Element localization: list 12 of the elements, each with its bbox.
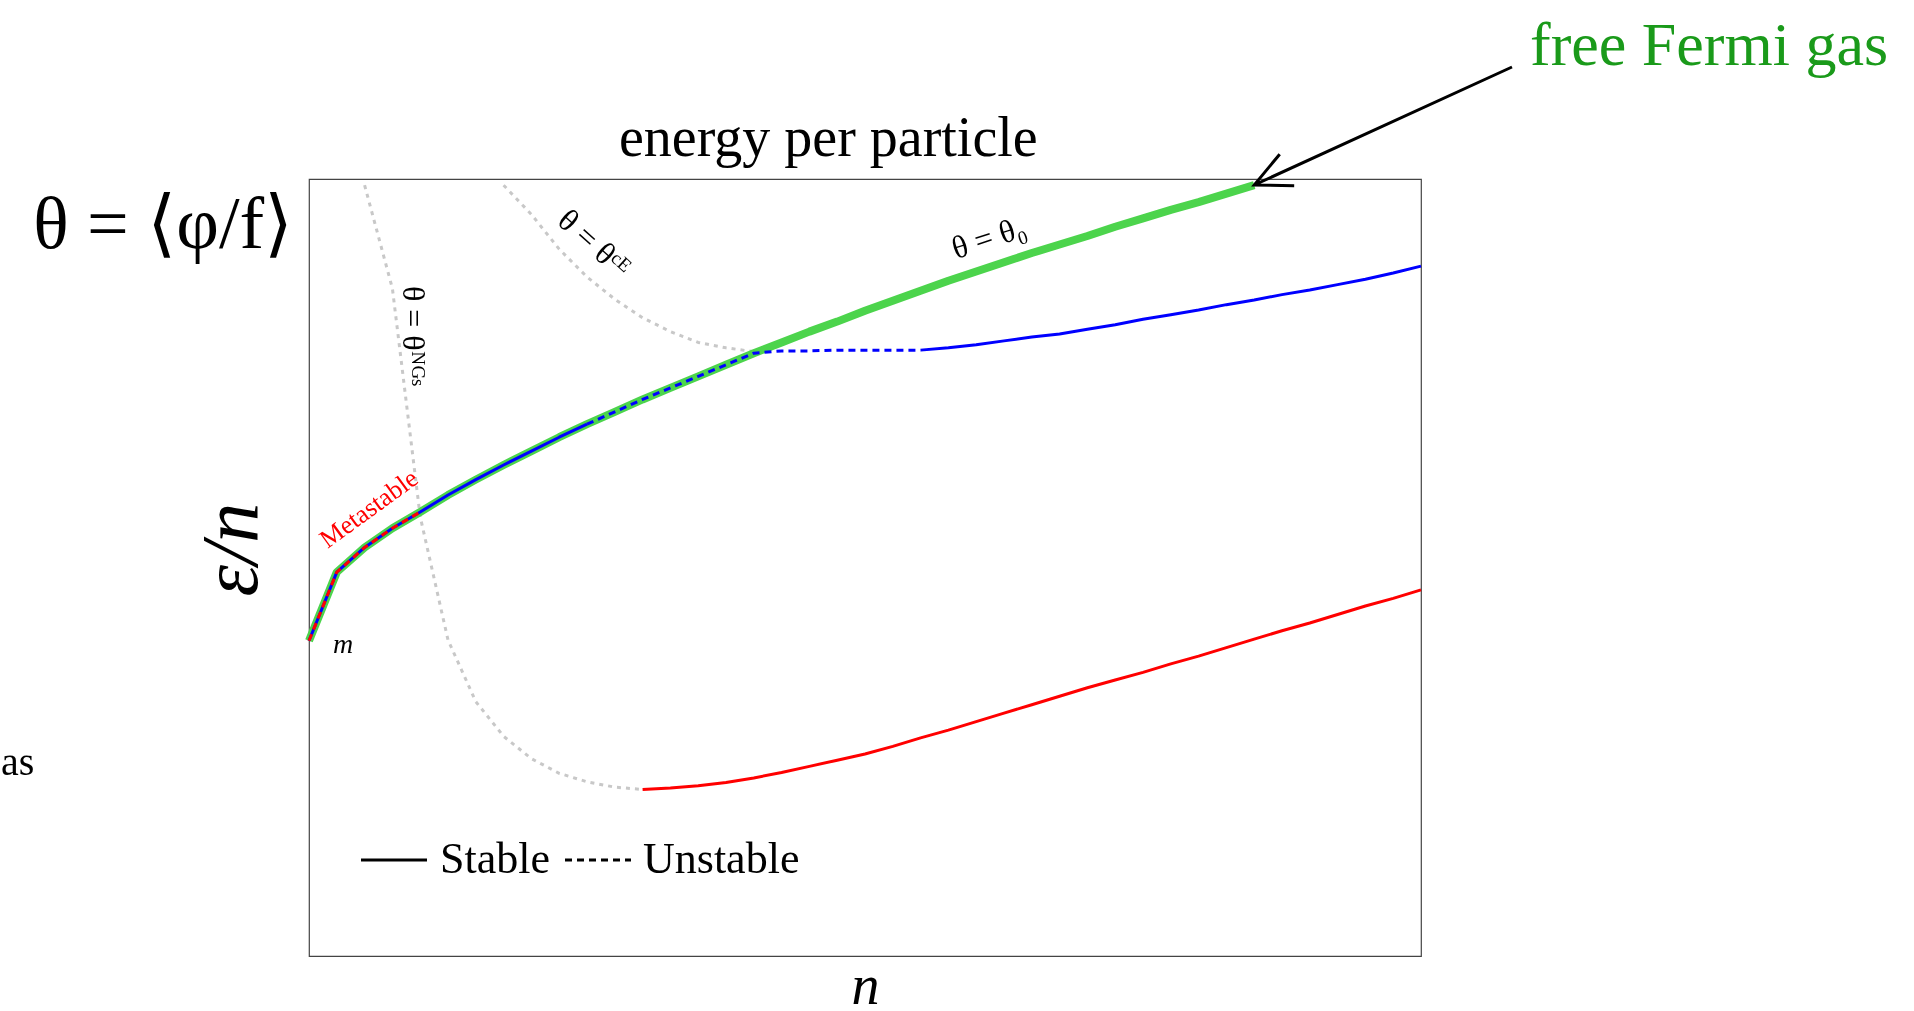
annotation: Unstable — [643, 834, 800, 883]
text: as — [1, 739, 35, 784]
annotation: θ = θᴺᴳˢ — [396, 285, 432, 387]
annotation: m — [332, 628, 354, 659]
annotation: θ = θᶜᴱ — [551, 201, 639, 285]
y-axis-title: ε/n — [185, 502, 274, 597]
x-axis-title: n — [851, 953, 880, 1011]
annotation: θ = θ₀ — [947, 208, 1031, 266]
text: free Fermi gas — [1530, 10, 1889, 78]
text: θ = ⟨φ/f⟩ — [33, 182, 293, 264]
annotation: Stable — [440, 834, 550, 883]
chart-title: energy per particle — [618, 106, 1038, 168]
